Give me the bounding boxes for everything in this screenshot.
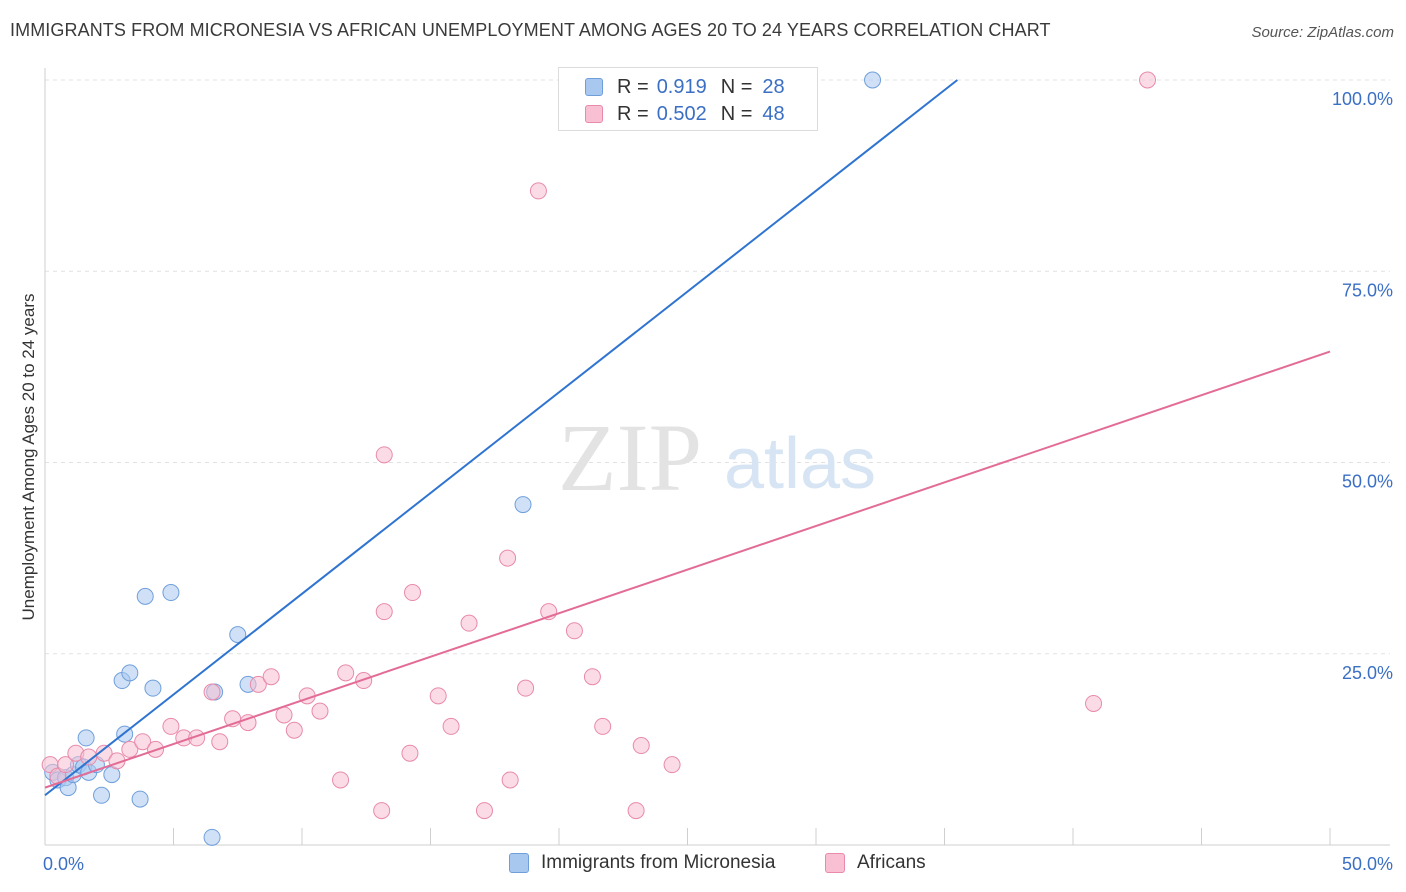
africans-point xyxy=(285,721,303,739)
micronesia-point xyxy=(514,496,532,514)
micronesia-point xyxy=(77,729,95,747)
x-tick-label: 0.0% xyxy=(43,854,84,874)
legend-n-value: 48 xyxy=(762,102,785,125)
micronesia-point xyxy=(136,587,154,605)
legend-r-label: R = xyxy=(617,75,649,98)
series-name-africans: Africans xyxy=(857,852,926,873)
africans-point xyxy=(594,717,612,735)
africans-point xyxy=(121,740,139,758)
africans-point xyxy=(134,733,152,751)
africans-point xyxy=(262,668,280,686)
africans-point xyxy=(401,744,419,762)
africans-point xyxy=(249,675,267,693)
y-tick-label: 50.0% xyxy=(1342,472,1393,492)
africans-point xyxy=(475,802,493,820)
micronesia-point xyxy=(131,790,149,808)
africans-trend-line xyxy=(44,350,1331,789)
africans-point xyxy=(337,664,355,682)
micronesia-point xyxy=(93,786,111,804)
watermark: ZIP atlas xyxy=(558,404,876,511)
watermark-atlas: atlas xyxy=(724,424,876,504)
y-tick-label: 75.0% xyxy=(1342,280,1393,300)
y-axis-label: Unemployment Among Ages 20 to 24 years xyxy=(19,293,38,621)
legend-n-label: N = xyxy=(720,75,753,98)
africans-point xyxy=(375,446,393,464)
africans-point xyxy=(211,733,229,751)
africans-point xyxy=(1139,71,1157,89)
africans-point xyxy=(632,737,650,755)
series-legend-micronesia[interactable]: Immigrants from Micronesia xyxy=(509,852,775,874)
chart-title: IMMIGRANTS FROM MICRONESIA VS AFRICAN UN… xyxy=(10,20,1051,40)
axes xyxy=(44,68,1390,846)
series-swatch-africans xyxy=(825,853,845,873)
legend-row-micronesia: R = 0.919 N = 28 xyxy=(585,74,785,100)
legend-n-value: 28 xyxy=(762,75,785,98)
series-name-micronesia: Immigrants from Micronesia xyxy=(541,852,776,873)
africans-point xyxy=(57,756,75,774)
africans-point xyxy=(373,802,391,820)
tick-labels: 25.0% 50.0% 75.0% 100.0% 0.0% 50.0% xyxy=(43,89,1393,874)
africans-point xyxy=(663,756,681,774)
series-legend: Immigrants from Micronesia Africans xyxy=(0,852,1406,878)
africans-point xyxy=(311,702,329,720)
legend-swatch-micronesia xyxy=(585,78,603,96)
africans-point xyxy=(239,714,257,732)
africans-point xyxy=(583,668,601,686)
africans-point xyxy=(332,771,350,789)
legend-r-value: 0.919 xyxy=(656,75,707,98)
watermark-zip: ZIP xyxy=(558,404,702,511)
africans-point xyxy=(499,549,517,567)
africans-point xyxy=(162,717,180,735)
legend-row-africans: R = 0.502 N = 48 xyxy=(585,101,785,127)
series-legend-africans[interactable]: Africans xyxy=(825,852,926,874)
africans-point xyxy=(429,687,447,705)
micronesia-point xyxy=(229,626,247,644)
series-swatch-micronesia xyxy=(509,853,529,873)
micronesia-point xyxy=(864,71,882,89)
africans-point xyxy=(442,717,460,735)
africans-point xyxy=(627,802,645,820)
africans-point xyxy=(565,622,583,640)
y-tick-label: 100.0% xyxy=(1332,89,1393,109)
gridlines xyxy=(45,79,1390,655)
africans-point xyxy=(375,603,393,621)
legend-r-value: 0.502 xyxy=(656,102,707,125)
africans-point xyxy=(529,182,547,200)
micronesia-trend-line xyxy=(44,79,958,797)
scatter-points xyxy=(41,71,1157,846)
chart-source: Source: ZipAtlas.com xyxy=(1251,24,1394,41)
micronesia-point xyxy=(162,584,180,602)
africans-point xyxy=(1085,694,1103,712)
legend-r-label: R = xyxy=(617,102,649,125)
y-tick-label: 25.0% xyxy=(1342,663,1393,683)
micronesia-point xyxy=(144,679,162,697)
legend-swatch-africans xyxy=(585,105,603,123)
correlation-legend: R = 0.919 N = 28 R = 0.502 N = 48 xyxy=(558,67,818,131)
x-tick-label: 50.0% xyxy=(1342,854,1393,874)
legend-n-label: N = xyxy=(720,102,753,125)
micronesia-point xyxy=(203,828,221,846)
africans-point xyxy=(203,683,221,701)
africans-point xyxy=(517,679,535,697)
micronesia-point xyxy=(121,664,139,682)
trend-lines xyxy=(44,79,1331,797)
africans-point xyxy=(404,584,422,602)
africans-point xyxy=(95,744,113,762)
africans-point xyxy=(460,614,478,632)
africans-point xyxy=(501,771,519,789)
